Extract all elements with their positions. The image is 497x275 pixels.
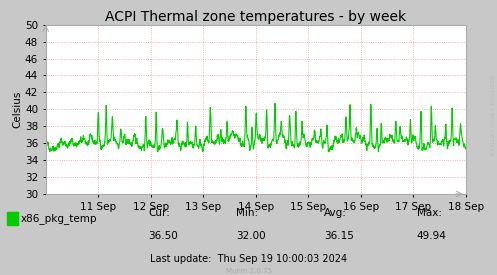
Text: 32.00: 32.00 bbox=[237, 231, 266, 241]
Text: 36.50: 36.50 bbox=[149, 231, 178, 241]
Text: 36.15: 36.15 bbox=[324, 231, 354, 241]
Bar bbox=[7, 211, 18, 225]
Text: RRDTOOL / TOBI OETIKER: RRDTOOL / TOBI OETIKER bbox=[488, 75, 493, 156]
Title: ACPI Thermal zone temperatures - by week: ACPI Thermal zone temperatures - by week bbox=[105, 10, 406, 24]
Y-axis label: Celsius: Celsius bbox=[12, 91, 22, 128]
Text: x86_pkg_temp: x86_pkg_temp bbox=[21, 213, 97, 224]
Text: Munin 2.0.75: Munin 2.0.75 bbox=[226, 268, 271, 274]
Text: Cur:: Cur: bbox=[149, 208, 170, 218]
Text: Last update:  Thu Sep 19 10:00:03 2024: Last update: Thu Sep 19 10:00:03 2024 bbox=[150, 254, 347, 264]
Text: 49.94: 49.94 bbox=[416, 231, 446, 241]
Text: Max:: Max: bbox=[416, 208, 441, 218]
Text: Avg:: Avg: bbox=[324, 208, 347, 218]
Text: Min:: Min: bbox=[237, 208, 258, 218]
